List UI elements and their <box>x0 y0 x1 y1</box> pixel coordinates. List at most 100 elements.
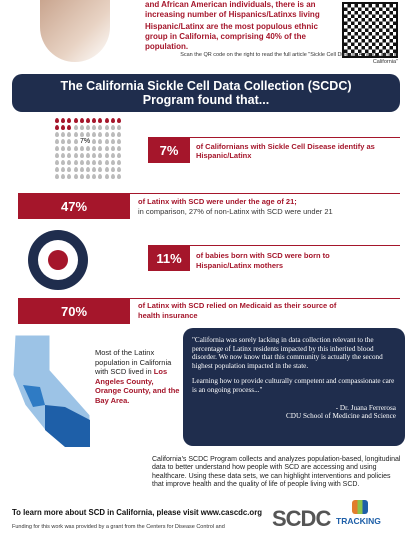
drop-icon <box>98 153 103 158</box>
drop-icon <box>104 125 109 130</box>
quote-text: "California was sorely lacking in data c… <box>192 336 383 370</box>
drop-icon <box>117 125 121 130</box>
drop-icon <box>92 167 97 172</box>
drop-icon <box>86 160 90 165</box>
stat-box: 11% <box>148 245 190 271</box>
finding-text: of babies born with SCD were born to His… <box>196 251 330 270</box>
drop-icon <box>92 174 97 179</box>
drop-icon <box>104 174 109 179</box>
drop-icon <box>117 153 121 158</box>
drop-icon <box>86 153 90 158</box>
finding-text: of Californians with Sickle Cell Disease… <box>196 142 375 160</box>
drop-icon <box>55 146 59 151</box>
drop-icon <box>61 132 66 137</box>
drop-icon <box>98 174 103 179</box>
drop-icon <box>55 160 59 165</box>
divider <box>148 137 400 138</box>
drop-icon <box>61 118 66 123</box>
drop-icon <box>79 146 84 151</box>
drop-icon <box>104 146 109 151</box>
drop-icon <box>110 160 115 165</box>
drop-icon <box>104 153 109 158</box>
map-caption-text: Most of the Latinx population in Califor… <box>95 348 172 376</box>
drop-icon <box>86 132 90 137</box>
finding-subtext: in comparison, 27% of non-Latinx with SC… <box>138 207 333 216</box>
drop-icon <box>73 132 78 137</box>
drop-icon <box>73 153 78 158</box>
drop-icon <box>73 174 78 179</box>
drop-icon <box>117 167 121 172</box>
drop-icon <box>73 146 78 151</box>
drop-icon <box>104 160 109 165</box>
drop-icon <box>79 125 84 130</box>
drop-icon <box>61 153 66 158</box>
drop-icon <box>110 139 115 144</box>
drop-icon <box>110 174 115 179</box>
drop-icon <box>98 118 103 123</box>
finding-text: of Latinx with SCD relied on Medicaid as… <box>138 301 337 320</box>
drop-icon <box>110 125 115 130</box>
drop-icon <box>55 174 59 179</box>
stat-box: 70% <box>18 298 130 324</box>
drop-icon <box>67 139 72 144</box>
drop-icon <box>79 132 84 137</box>
logo-tracking: TRACKING <box>336 516 381 526</box>
quote-affiliation: CDU School of Medicine and Science <box>286 412 396 421</box>
drop-icon <box>92 160 97 165</box>
drop-icon <box>55 167 59 172</box>
logo-tracking-icon <box>352 500 368 514</box>
drop-icon <box>117 139 121 144</box>
drop-icon <box>98 146 103 151</box>
drop-icon <box>61 146 66 151</box>
baby-icon <box>28 230 88 290</box>
drop-icon <box>73 139 78 144</box>
drop-icon <box>98 160 103 165</box>
finding-text: of Latinx with SCD were under the age of… <box>138 197 297 206</box>
drop-icon <box>104 118 109 123</box>
drop-icon <box>67 167 72 172</box>
stat-box: 47% <box>18 193 130 219</box>
drop-icon <box>117 118 121 123</box>
drop-icon <box>86 174 90 179</box>
drop-icon <box>55 118 59 123</box>
drop-icon <box>98 139 103 144</box>
map-caption: Most of the Latinx population in Califor… <box>95 348 180 405</box>
drop-icon <box>79 153 84 158</box>
drop-icon <box>86 146 90 151</box>
drop-icon <box>67 160 72 165</box>
drop-icon <box>92 153 97 158</box>
drop-icon <box>110 118 115 123</box>
funding: Funding for this work was provided by a … <box>12 524 225 530</box>
drop-icon <box>61 139 66 144</box>
drop-icon <box>79 160 84 165</box>
drop-icon <box>117 132 121 137</box>
drop-icon <box>104 132 109 137</box>
drop-icon <box>86 125 90 130</box>
drop-icon <box>110 146 115 151</box>
quote-text: Learning how to provide culturally compe… <box>192 377 395 394</box>
logo-scdc: SCDC <box>272 506 331 531</box>
divider <box>130 193 400 194</box>
drop-icon <box>86 167 90 172</box>
drop-icon <box>79 174 84 179</box>
drop-icon <box>61 125 66 130</box>
drop-icon <box>55 132 59 137</box>
drop-icon <box>86 118 90 123</box>
qr-note: Scan the QR code on the right to read th… <box>180 52 398 65</box>
drop-icon <box>110 153 115 158</box>
drop-icon <box>104 167 109 172</box>
drop-icon <box>92 132 97 137</box>
drop-icon <box>110 167 115 172</box>
california-map <box>12 335 91 448</box>
drop-icon <box>67 146 72 151</box>
drop-icon <box>98 167 103 172</box>
divider <box>148 245 400 246</box>
drop-icon <box>92 125 97 130</box>
qr-code <box>342 2 398 58</box>
drop-icon <box>55 139 59 144</box>
drop-icon <box>61 160 66 165</box>
map-caption-highlight: Los Angeles County, Orange County, and t… <box>95 367 180 405</box>
photo <box>40 0 110 62</box>
drop-icon <box>55 153 59 158</box>
